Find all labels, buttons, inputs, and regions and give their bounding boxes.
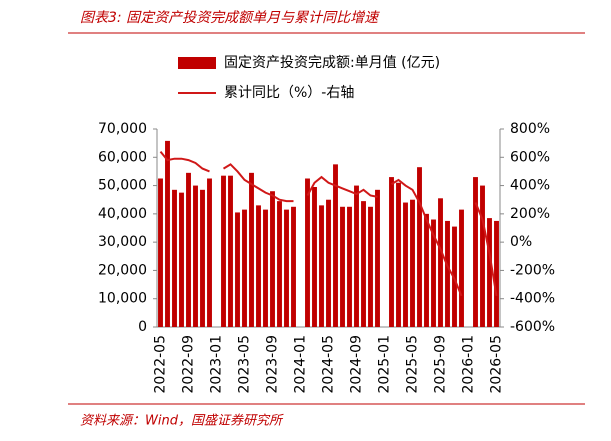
y2-tick-label: 800%: [510, 121, 550, 137]
x-tick-label: 2024-05: [321, 335, 337, 394]
bar: [179, 192, 184, 327]
bar: [494, 220, 499, 327]
y-tick-label: 20,000: [98, 262, 147, 278]
bar: [445, 220, 450, 327]
x-tick-label: 2025-09: [433, 335, 449, 394]
bar: [326, 199, 331, 327]
bar: [235, 212, 240, 327]
bar: [375, 189, 380, 327]
bar: [347, 206, 352, 327]
x-tick-label: 2025-01: [377, 335, 393, 394]
bar: [361, 201, 366, 327]
x-tick-label: 2024-09: [349, 335, 365, 394]
bar: [242, 209, 247, 327]
bar: [417, 167, 422, 327]
bar: [270, 191, 275, 327]
bar: [389, 177, 394, 327]
y2-tick-label: -200%: [510, 262, 555, 278]
bar: [480, 185, 485, 327]
y-tick-label: 0: [138, 319, 147, 335]
bar: [424, 213, 429, 327]
bar: [431, 219, 436, 327]
bar: [263, 209, 268, 327]
bar: [221, 175, 226, 327]
x-tick-label: 2023-09: [265, 335, 281, 394]
line: [390, 178, 463, 297]
source: 资料来源：Wind，国盛证券研究所: [80, 413, 284, 429]
bar: [452, 226, 457, 327]
bar: [368, 206, 373, 327]
x-tick-label: 2023-05: [237, 335, 253, 394]
bar: [291, 206, 296, 327]
x-tick-label: 2024-01: [293, 335, 309, 394]
bar: [333, 164, 338, 327]
y2-tick-label: -600%: [510, 319, 555, 335]
line: [474, 202, 498, 297]
bar: [396, 182, 401, 327]
bar: [354, 185, 359, 327]
legend-label: 固定资产投资完成额:单月值 (亿元): [224, 55, 440, 71]
x-tick-label: 2025-05: [405, 335, 421, 394]
bar: [207, 178, 212, 327]
bar: [340, 206, 345, 327]
bar: [459, 209, 464, 327]
bar: [305, 178, 310, 327]
bar: [319, 205, 324, 327]
bar: [200, 189, 205, 327]
line: [222, 163, 294, 203]
bar: [186, 172, 191, 327]
bar: [277, 201, 282, 327]
bar: [228, 175, 233, 327]
legend-swatch: [178, 57, 216, 69]
y-tick-label: 70,000: [98, 121, 147, 137]
x-tick-label: 2022-09: [181, 335, 197, 394]
y-tick-label: 10,000: [98, 291, 147, 307]
y-tick-label: 40,000: [98, 206, 147, 222]
y2-tick-label: 400%: [510, 178, 550, 194]
y-tick-label: 50,000: [98, 178, 147, 194]
bar: [473, 177, 478, 327]
y2-tick-label: -400%: [510, 291, 555, 307]
x-tick-label: 2022-05: [153, 335, 169, 394]
bar: [284, 209, 289, 327]
bar: [410, 199, 415, 327]
y2-tick-label: 200%: [510, 206, 550, 222]
bar: [438, 198, 443, 327]
bar: [403, 202, 408, 327]
line: [306, 175, 378, 198]
bar: [256, 205, 261, 327]
bar: [165, 140, 170, 327]
y2-tick-label: 600%: [510, 149, 550, 165]
bar: [193, 185, 198, 327]
x-tick-label: 2023-01: [209, 335, 225, 394]
y-tick-label: 30,000: [98, 234, 147, 250]
x-tick-label: 2026-05: [489, 335, 505, 394]
legend-label: 累计同比（%）-右轴: [224, 85, 354, 101]
x-tick-label: 2026-01: [461, 335, 477, 394]
chart-title: 图表3: 固定资产投资完成额单月与累计同比增速: [80, 10, 380, 26]
bar: [158, 178, 163, 327]
bar: [487, 218, 492, 327]
bar: [172, 189, 177, 327]
bar: [249, 172, 254, 327]
bar: [312, 186, 317, 327]
y2-tick-label: 0%: [510, 234, 532, 250]
y-tick-label: 60,000: [98, 149, 147, 165]
line: [159, 150, 210, 173]
